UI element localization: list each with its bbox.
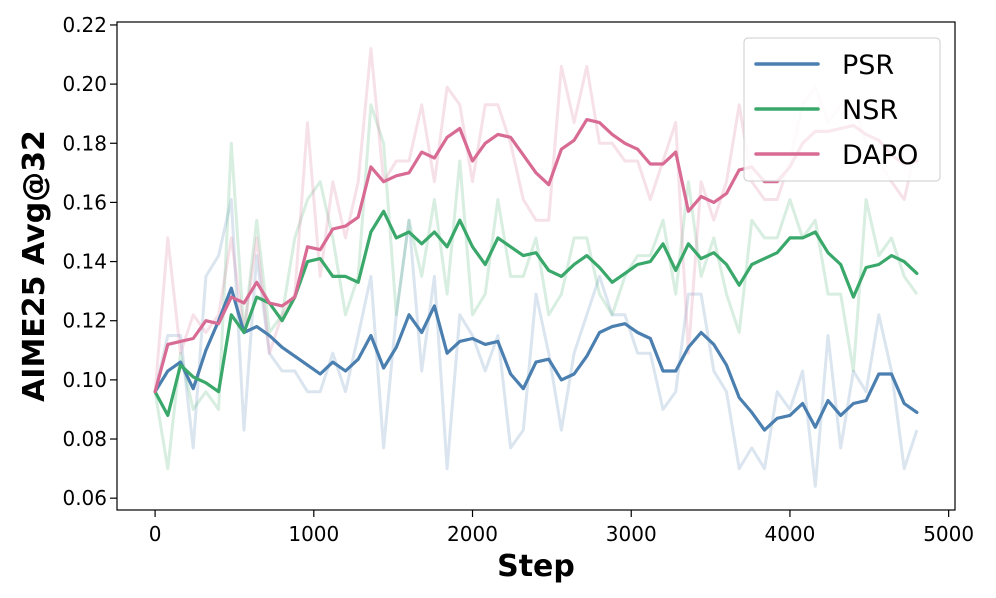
x-tick-label: 0 bbox=[149, 522, 162, 546]
series-psr-line bbox=[153, 286, 919, 432]
y-tick-label: 0.16 bbox=[62, 190, 107, 214]
x-tick-label: 1000 bbox=[288, 522, 339, 546]
x-axis-ticks: 0 1000 2000 3000 4000 5000 bbox=[149, 510, 974, 546]
y-tick-label: 0.14 bbox=[62, 250, 107, 274]
y-tick-label: 0.06 bbox=[62, 486, 107, 510]
x-tick-label: 3000 bbox=[606, 522, 657, 546]
legend: PSR NSR DAPO bbox=[743, 37, 941, 182]
x-tick-label: 5000 bbox=[923, 522, 974, 546]
y-tick-label: 0.18 bbox=[62, 131, 107, 155]
y-tick-label: 0.22 bbox=[62, 13, 107, 37]
series-nsr-line bbox=[153, 209, 919, 417]
legend-box bbox=[743, 37, 941, 182]
legend-label-dapo: DAPO bbox=[842, 140, 918, 171]
x-tick-label: 4000 bbox=[764, 522, 815, 546]
y-tick-label: 0.08 bbox=[62, 427, 107, 451]
y-tick-label: 0.12 bbox=[62, 309, 107, 333]
y-axis-label: AIME25 Avg@32 bbox=[17, 130, 52, 402]
series-nsr-raw-line bbox=[153, 103, 919, 471]
series-psr-raw-line bbox=[153, 198, 919, 488]
plot-frame bbox=[116, 21, 956, 511]
y-tick-label: 0.20 bbox=[62, 72, 107, 96]
x-tick-label: 2000 bbox=[447, 522, 498, 546]
legend-label-nsr: NSR bbox=[842, 95, 898, 126]
y-tick-label: 0.10 bbox=[62, 368, 107, 392]
legend-label-psr: PSR bbox=[842, 50, 894, 81]
y-axis-ticks: 0.06 0.08 0.10 0.12 0.14 0.16 0.18 0.20 0.22 bbox=[62, 13, 117, 510]
x-axis-label: Step bbox=[497, 549, 575, 584]
